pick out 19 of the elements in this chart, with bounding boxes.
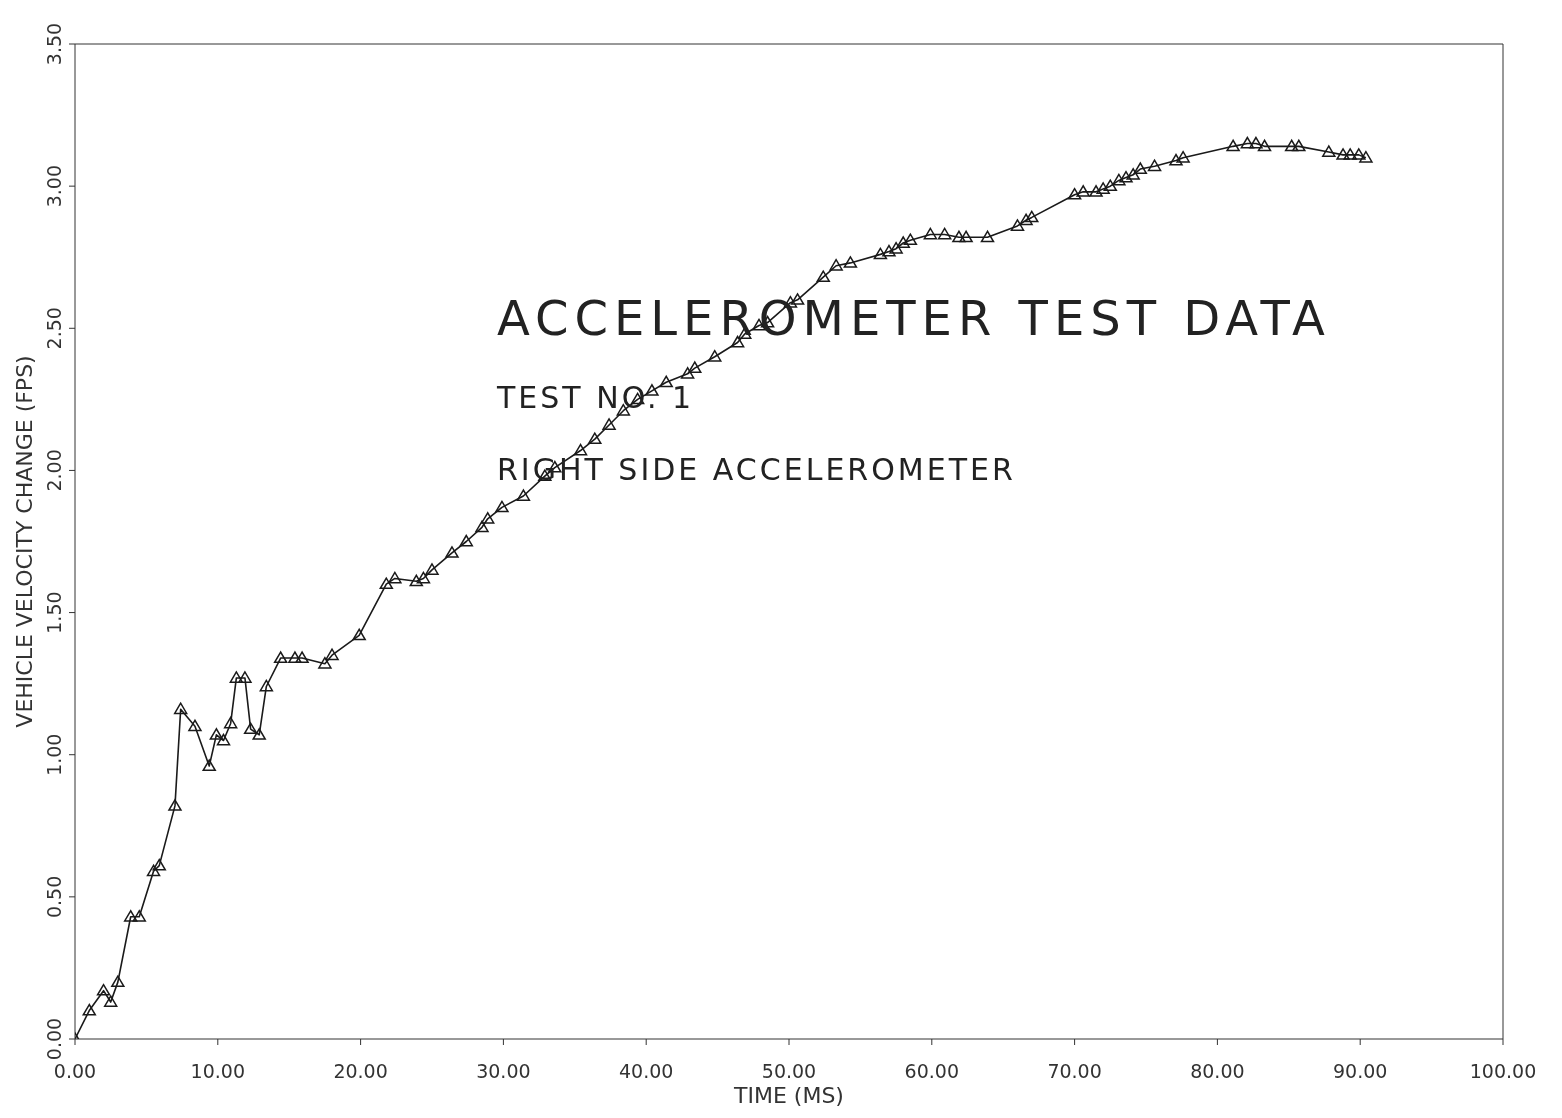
x-tick-label: 80.00 xyxy=(1190,1060,1245,1083)
x-tick-label: 10.00 xyxy=(190,1060,245,1083)
x-tick-label: 40.00 xyxy=(619,1060,674,1083)
x-tick-label: 100.00 xyxy=(1469,1060,1537,1083)
y-tick-label: 3.50 xyxy=(43,22,65,66)
x-tick-label: 70.00 xyxy=(1047,1060,1102,1083)
x-axis-title: TIME (MS) xyxy=(733,1083,844,1108)
y-tick-label: 3.00 xyxy=(43,164,65,208)
y-tick-label: 0.50 xyxy=(43,875,65,919)
y-tick-label: 1.00 xyxy=(43,733,65,776)
x-tick-label: 30.00 xyxy=(476,1060,531,1083)
x-tick-label: 20.00 xyxy=(333,1060,388,1083)
x-tick-label: 90.00 xyxy=(1333,1060,1388,1083)
y-tick-label: 2.50 xyxy=(43,307,65,350)
y-tick-label: 1.50 xyxy=(43,591,65,634)
y-tick-label: 2.00 xyxy=(43,449,65,492)
x-tick-label: 60.00 xyxy=(904,1060,959,1083)
x-tick-label: 50.00 xyxy=(761,1060,817,1083)
y-axis-title: VEHICLE VELOCITY CHANGE (FPS) xyxy=(11,355,37,728)
